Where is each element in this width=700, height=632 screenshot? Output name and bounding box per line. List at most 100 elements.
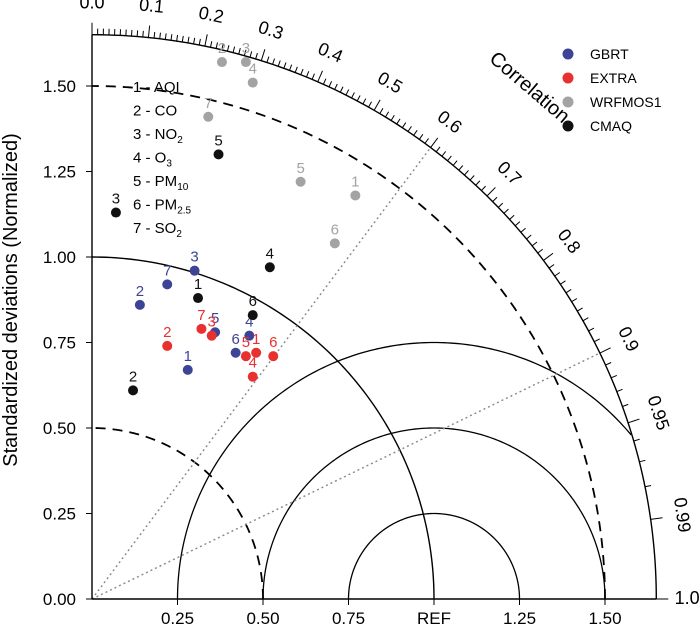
correlation-ref-line bbox=[91, 147, 432, 600]
corr-tick bbox=[379, 108, 384, 114]
corr-tick bbox=[238, 48, 241, 55]
data-point-label: 4 bbox=[249, 355, 257, 372]
corr-tick bbox=[475, 180, 481, 186]
y-tick-label: 0.25 bbox=[43, 505, 76, 524]
corr-tick bbox=[373, 99, 381, 111]
correlation-label: 0.5 bbox=[374, 68, 406, 98]
corr-tick bbox=[255, 52, 258, 60]
correlation-title: Correlation bbox=[485, 47, 574, 127]
data-point bbox=[329, 238, 340, 249]
data-point-label: 5 bbox=[211, 310, 219, 327]
legend-marker bbox=[562, 72, 574, 84]
corr-tick bbox=[616, 388, 623, 393]
sd-reference-arc bbox=[91, 256, 435, 600]
corr-tick bbox=[401, 122, 407, 128]
y-tick-label: 1.50 bbox=[43, 77, 76, 96]
sd-dashed-arc bbox=[91, 427, 264, 600]
legend-label: WRFMOS1 bbox=[590, 94, 662, 110]
corr-tick bbox=[249, 51, 253, 58]
data-point-label: 4 bbox=[245, 314, 253, 331]
data-point bbox=[240, 351, 251, 362]
data-point bbox=[206, 330, 217, 341]
corr-tick bbox=[560, 280, 566, 285]
corr-tick bbox=[356, 95, 361, 102]
corr-tick bbox=[260, 49, 266, 61]
corr-tick bbox=[469, 175, 475, 181]
y-tick-label: 0.75 bbox=[43, 334, 76, 353]
corr-tick bbox=[458, 165, 464, 171]
data-point-label: 1 bbox=[184, 348, 192, 365]
correlation-label: 0.3 bbox=[256, 17, 286, 44]
y-tick-label: 1.25 bbox=[43, 163, 76, 182]
data-point bbox=[350, 190, 361, 201]
corr-tick bbox=[221, 43, 224, 50]
data-point bbox=[264, 262, 275, 273]
rms-arc bbox=[262, 427, 606, 600]
corr-tick bbox=[300, 68, 304, 75]
variable-key: 1 - AQI 2 - CO 3 - NO2 4 - O3 5 - PM10 6 - PM… bbox=[133, 79, 192, 240]
corr-tick bbox=[526, 234, 532, 240]
data-point-label: 4 bbox=[266, 245, 274, 262]
rms-arc bbox=[176, 341, 632, 600]
outer-arc bbox=[91, 34, 657, 600]
legend-marker bbox=[562, 48, 574, 60]
correlation-label: 0.99 bbox=[670, 496, 695, 534]
corr-tick bbox=[210, 41, 213, 48]
corr-tick bbox=[413, 130, 418, 136]
data-point bbox=[247, 77, 258, 88]
correlation-label: 0.4 bbox=[315, 38, 346, 66]
corr-tick bbox=[582, 317, 589, 322]
data-point bbox=[247, 371, 258, 382]
corr-tick bbox=[396, 118, 401, 125]
corr-tick bbox=[599, 347, 611, 354]
corr-tick bbox=[272, 58, 276, 65]
correlation-label: 0.0 bbox=[79, 0, 104, 13]
corr-tick bbox=[441, 151, 447, 157]
corr-tick bbox=[492, 196, 498, 202]
corr-tick bbox=[543, 252, 554, 261]
data-point-label: 2 bbox=[129, 368, 137, 385]
data-point-label: 6 bbox=[269, 334, 277, 351]
grid-layer bbox=[91, 85, 632, 600]
data-point-label: 6 bbox=[231, 331, 239, 348]
corr-tick bbox=[531, 241, 538, 247]
corr-tick bbox=[622, 403, 629, 407]
corr-tick bbox=[339, 86, 344, 93]
corr-tick bbox=[509, 214, 515, 220]
key-entry: 7 - SO2 bbox=[133, 220, 182, 240]
corr-tick bbox=[351, 92, 355, 99]
correlation-label: 0.1 bbox=[138, 0, 165, 17]
data-point-label: 7 bbox=[163, 262, 171, 279]
corr-tick bbox=[176, 34, 179, 42]
data-point bbox=[196, 323, 207, 334]
data-point-label: 2 bbox=[136, 283, 144, 300]
corr-tick bbox=[266, 56, 270, 63]
corr-tick bbox=[650, 517, 663, 520]
corr-tick bbox=[289, 64, 293, 71]
legend-marker bbox=[562, 120, 574, 132]
corr-tick bbox=[497, 202, 504, 208]
corr-tick bbox=[232, 46, 236, 53]
data-point-label: 5 bbox=[296, 160, 304, 177]
corr-tick bbox=[593, 338, 600, 343]
corr-tick bbox=[565, 289, 572, 294]
corr-tick bbox=[610, 374, 618, 379]
corr-tick bbox=[198, 38, 201, 46]
data-point-label: 5 bbox=[242, 334, 250, 351]
data-point bbox=[268, 351, 279, 362]
data-point-label: 3 bbox=[242, 40, 250, 57]
y-tick-label: 0.00 bbox=[43, 590, 76, 609]
tick-labels-layer: 0.000.250.500.751.001.251.500.25 0.50 0.75… bbox=[43, 77, 622, 628]
corr-tick bbox=[520, 227, 526, 233]
corr-tick bbox=[633, 438, 640, 442]
x-tick-label: 1.50 bbox=[588, 609, 621, 628]
y-tick-label: 0.50 bbox=[43, 419, 76, 438]
corr-tick bbox=[362, 98, 367, 105]
corr-tick bbox=[294, 66, 298, 73]
data-point bbox=[128, 385, 139, 396]
x-tick-label: REF bbox=[417, 609, 451, 628]
corr-tick bbox=[187, 36, 190, 43]
x-tick-label: 0.50 bbox=[246, 609, 279, 628]
corr-tick bbox=[481, 185, 486, 191]
corr-tick bbox=[554, 272, 561, 277]
